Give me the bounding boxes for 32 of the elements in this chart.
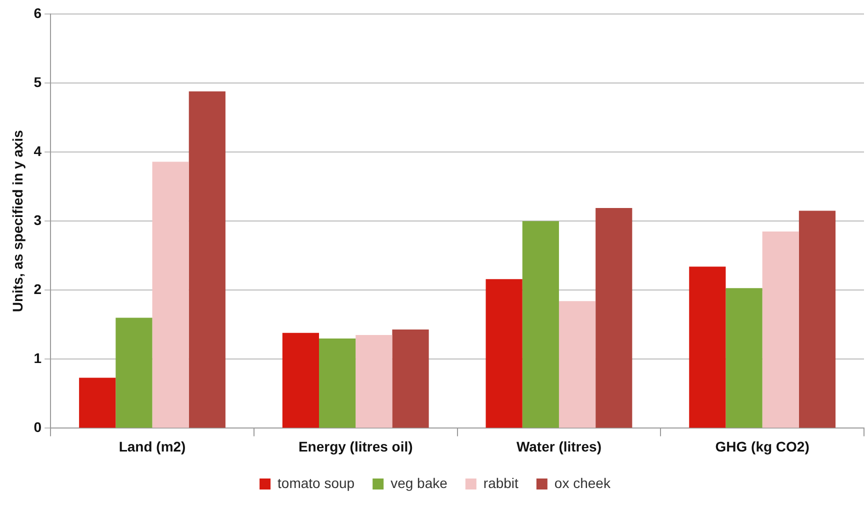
bar: [392, 329, 429, 428]
bar: [558, 301, 596, 428]
y-tick-label: 1: [34, 350, 42, 366]
bar: [356, 335, 392, 428]
bar: [522, 221, 559, 428]
y-tick-label: 2: [34, 280, 42, 297]
legend-label: ox cheek: [554, 474, 612, 491]
y-axis-title: Units, as specified in y axis: [9, 130, 26, 312]
x-tick-label: Land (m2): [118, 438, 186, 454]
bar: [486, 279, 522, 428]
x-tick-label: Energy (litres oil): [298, 438, 413, 454]
bar: [116, 318, 152, 428]
legend-label: rabbit: [483, 474, 519, 491]
bar: [689, 266, 726, 428]
bar: [798, 210, 836, 428]
bar: [762, 231, 799, 428]
bar: [319, 338, 356, 428]
legend-label: tomato soup: [278, 474, 355, 491]
y-tick-label: 5: [34, 74, 42, 90]
bar: [79, 378, 116, 428]
bar: [282, 332, 320, 428]
bar: [188, 91, 226, 428]
y-tick-label: 4: [34, 142, 42, 159]
y-tick-label: 6: [34, 4, 42, 21]
bar: [726, 288, 762, 428]
y-tick-label: 0: [34, 419, 42, 436]
y-tick-label: 3: [34, 212, 42, 228]
bar: [152, 162, 189, 428]
legend-label: veg bake: [390, 474, 448, 491]
x-tick-label: Water (litres): [516, 438, 602, 454]
bar: [596, 208, 632, 428]
x-tick-label: GHG (kg CO2): [715, 438, 810, 454]
